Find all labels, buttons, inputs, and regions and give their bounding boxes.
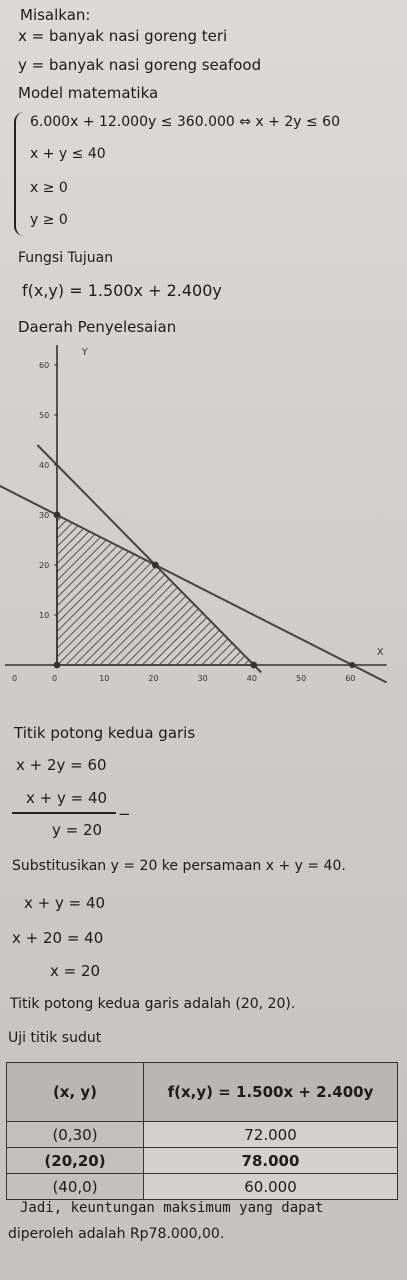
x-tick-label: 0 [52,674,57,683]
row-value: 60.000 [143,1173,398,1200]
final-conclusion-line-2: diperoleh adalah Rp78.000,00. [8,1226,225,1242]
intersection-heading: Titik potong kedua garis [14,724,196,742]
x-tick-label: 30 [198,674,208,683]
elimination-eq-1: x + 2y = 60 [16,756,107,774]
row-point: (40,0) [6,1173,144,1200]
table-row: (0,30) 72.000 [6,1121,398,1148]
x-tick-label: 10 [99,674,109,683]
row-point: (20,20) [6,1147,144,1174]
y-axis-label: Y [81,347,89,358]
y-tick-label: 10 [39,611,49,620]
region-heading: Daerah Penyelesaian [18,318,177,336]
feasible-region [56,513,256,666]
intro-heading: Misalkan: [20,6,91,24]
objective-heading: Fungsi Tujuan [18,250,114,266]
row-value: 78.000 [143,1147,398,1174]
model-heading: Model matematika [18,84,159,102]
x-axis-label: X [377,647,384,658]
line-x-plus-2y-60 [0,484,388,684]
variable-x-definition: x = banyak nasi goreng teri [18,27,228,45]
constraint-3: x ≥ 0 [30,180,68,196]
final-conclusion-line-1: Jadi, keuntungan maksimum yang dapat [20,1200,324,1216]
x-tick-label: 40 [247,674,257,683]
minus-sign: − [118,805,131,823]
constraint-4: y ≥ 0 [30,212,68,228]
table-row: (40,0) 60.000 [6,1173,398,1200]
variable-y-definition: y = banyak nasi goreng seafood [18,56,262,74]
col-point-header: (x, y) [6,1062,144,1122]
intersection-conclusion: Titik potong kedua garis adalah (20, 20)… [10,996,296,1012]
y-tick-label: 20 [39,561,49,570]
vertex-point [53,661,61,669]
y-tick-label: 40 [39,461,49,470]
system-brace [14,112,26,236]
intercept-point [349,662,356,668]
x-tick-label: 20 [148,674,158,683]
vertex-point [53,511,61,519]
elimination-result: y = 20 [52,821,103,839]
feasible-region-graph: Y X 0 10 20 30 40 50 60 0 10 20 30 40 50 60 [0,345,388,684]
substitution-step-2: x + 20 = 40 [12,929,104,947]
row-point: (0,30) [6,1121,144,1148]
vertex-point [250,661,258,669]
elimination-rule [12,812,116,814]
substitution-text: Substitusikan y = 20 ke persamaan x + y … [12,858,346,874]
col-value-header: f(x,y) = 1.500x + 2.400y [143,1062,398,1122]
vertex-point [152,561,159,569]
objective-formula: f(x,y) = 1.500x + 2.400y [22,281,222,300]
vertex-test-table: (x, y) f(x,y) = 1.500x + 2.400y (0,30) 7… [6,1062,398,1200]
constraint-2: x + y ≤ 40 [30,146,106,162]
row-value: 72.000 [143,1121,398,1148]
line-x-plus-y-40 [36,444,262,674]
elimination-eq-2: x + y = 40 [26,789,108,807]
table-header-row: (x, y) f(x,y) = 1.500x + 2.400y [6,1062,398,1122]
table-row: (20,20) 78.000 [6,1147,398,1174]
y-tick-label: 30 [39,511,49,520]
y-tick-label: 50 [39,411,49,420]
substitution-step-1: x + y = 40 [24,894,106,912]
substitution-step-3: x = 20 [50,962,101,980]
y-tick-label: 60 [39,361,49,370]
x-tick-label: 50 [296,674,306,683]
test-heading: Uji titik sudut [8,1030,102,1046]
constraint-1: 6.000x + 12.000y ≤ 360.000 ⇔ x + 2y ≤ 60 [30,114,340,130]
origin-label: 0 [12,674,17,683]
x-tick-label: 60 [345,674,355,683]
